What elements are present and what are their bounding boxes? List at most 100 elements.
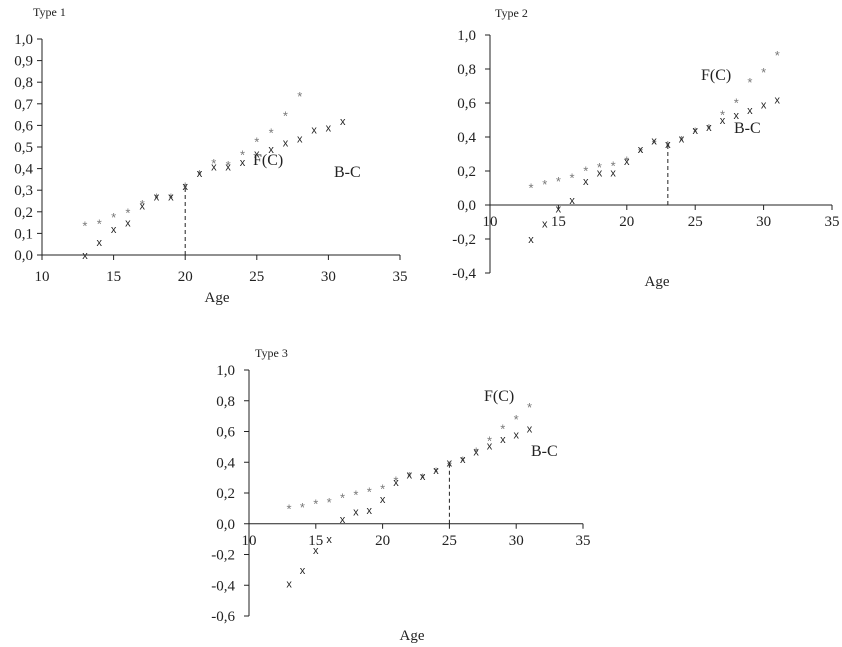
bc-point: x bbox=[487, 440, 493, 452]
x-axis-title: Age bbox=[645, 274, 670, 290]
bc-point: x bbox=[283, 138, 289, 150]
fc-point: * bbox=[211, 156, 216, 171]
fc-point: * bbox=[82, 219, 87, 234]
bc-point: x bbox=[393, 477, 399, 489]
fc-point: * bbox=[240, 147, 245, 162]
fc-point: * bbox=[527, 400, 532, 415]
fc-point: * bbox=[460, 454, 465, 469]
bc-point: x bbox=[433, 465, 439, 477]
y-tick-label: -0,6 bbox=[211, 609, 235, 625]
y-tick-label: 0,8 bbox=[216, 394, 235, 410]
fc-point: * bbox=[97, 216, 102, 231]
bc-point: x bbox=[407, 470, 413, 482]
bc-series-label: B-C bbox=[734, 120, 761, 137]
fc-point: * bbox=[679, 133, 684, 148]
bc-point: x bbox=[111, 224, 117, 236]
bc-point: x bbox=[527, 423, 533, 435]
x-tick-label: 30 bbox=[321, 269, 336, 285]
y-tick-label: 1,0 bbox=[216, 363, 235, 379]
bc-point: x bbox=[692, 125, 698, 137]
y-tick-label: 0,6 bbox=[216, 425, 235, 441]
fc-point: * bbox=[300, 500, 305, 515]
bc-point: x bbox=[326, 534, 332, 546]
x-tick-label: 25 bbox=[249, 269, 264, 285]
bc-point: x bbox=[340, 116, 346, 128]
bc-series-label: B-C bbox=[531, 443, 558, 460]
bc-point: x bbox=[447, 457, 453, 469]
bc-point: x bbox=[679, 134, 685, 146]
fc-point: * bbox=[313, 497, 318, 512]
bc-point: x bbox=[366, 505, 372, 517]
y-tick-label: 0,4 bbox=[14, 162, 33, 178]
x-axis-title: Age bbox=[400, 628, 425, 644]
bc-point: x bbox=[747, 105, 753, 117]
bc-series-label: B-C bbox=[334, 164, 361, 181]
x-tick-label: 20 bbox=[178, 269, 193, 285]
bc-point: x bbox=[706, 122, 712, 134]
fc-point: * bbox=[197, 167, 202, 182]
bc-point: x bbox=[286, 579, 292, 591]
fc-point: * bbox=[353, 487, 358, 502]
x-tick-label: 25 bbox=[688, 214, 703, 230]
fc-point: * bbox=[327, 495, 332, 510]
x-tick-label: 10 bbox=[35, 269, 50, 285]
bc-point: x bbox=[197, 168, 203, 180]
fc-point: * bbox=[611, 159, 616, 174]
fc-point: * bbox=[111, 210, 116, 225]
fc-series-label: F(C) bbox=[253, 152, 283, 169]
x-tick-label: 30 bbox=[509, 533, 524, 549]
y-tick-label: 0,4 bbox=[216, 455, 235, 471]
bc-point: x bbox=[610, 168, 616, 180]
fc-point: * bbox=[583, 164, 588, 179]
y-tick-label: 0,2 bbox=[457, 164, 476, 180]
y-tick-label: 1,0 bbox=[14, 32, 33, 48]
bc-point: x bbox=[720, 115, 726, 127]
chart-panel-type-2: Type 2 -0,4 -0,2 0,0 0,2 0,4 0,6 0,8 1,0 10 15 20 25… bbox=[452, 6, 839, 290]
fc-point: * bbox=[447, 458, 452, 473]
chart-panel-type-3: Type 3 -0,6 -0,4 -0,2 0,0 0,2 0,4 0,6 0,8 1,0 10 15… bbox=[211, 346, 590, 644]
y-tick-label: -0,4 bbox=[452, 266, 476, 282]
fc-point: * bbox=[474, 444, 479, 459]
bc-point: x bbox=[651, 135, 657, 147]
fc-point: * bbox=[570, 170, 575, 185]
y-tick-label: 0,8 bbox=[14, 75, 33, 91]
fc-point: * bbox=[665, 138, 670, 153]
fc-point: * bbox=[624, 153, 629, 168]
fc-point: * bbox=[638, 145, 643, 160]
x-tick-label: 15 bbox=[551, 214, 566, 230]
fc-point: * bbox=[514, 412, 519, 427]
fc-point: * bbox=[556, 174, 561, 189]
bc-point: x bbox=[420, 471, 426, 483]
x-tick-label: 35 bbox=[393, 269, 408, 285]
fc-point: * bbox=[775, 48, 780, 63]
fc-point: * bbox=[380, 481, 385, 496]
bc-point: x bbox=[775, 95, 781, 107]
x-tick-label: 10 bbox=[483, 214, 498, 230]
bc-point: x bbox=[460, 454, 466, 466]
x-tick-label: 35 bbox=[825, 214, 840, 230]
y-tick-label: 0,8 bbox=[457, 62, 476, 78]
y-tick-label: 1,0 bbox=[457, 28, 476, 44]
chart-panel-type-1: Type 1 0,0 0,1 0,2 0,3 0,4 0,5 0,6 0,7 0,8 0,9 1,0 1… bbox=[14, 5, 407, 306]
bc-point: x bbox=[665, 139, 671, 151]
bc-point: x bbox=[311, 125, 317, 137]
x-tick-label: 30 bbox=[756, 214, 771, 230]
panel-title: Type 3 bbox=[255, 346, 288, 360]
y-tick-label: 0,1 bbox=[14, 226, 33, 242]
y-tick-label: 0,2 bbox=[14, 205, 33, 221]
y-tick-label: -0,2 bbox=[211, 548, 235, 564]
fc-point: * bbox=[542, 177, 547, 192]
fc-point: * bbox=[747, 75, 752, 90]
bc-point: x bbox=[473, 446, 479, 458]
fc-point: * bbox=[297, 89, 302, 104]
y-tick-label: 0,6 bbox=[14, 118, 33, 134]
x-axis-title: Age bbox=[205, 290, 230, 306]
panel-title: Type 1 bbox=[33, 5, 66, 19]
bc-point: x bbox=[353, 506, 359, 518]
fc-point: * bbox=[734, 96, 739, 111]
x-tick-label: 20 bbox=[375, 533, 390, 549]
x-tick-label: 10 bbox=[242, 533, 257, 549]
bc-point: x bbox=[597, 168, 603, 180]
fc-point: * bbox=[407, 469, 412, 484]
